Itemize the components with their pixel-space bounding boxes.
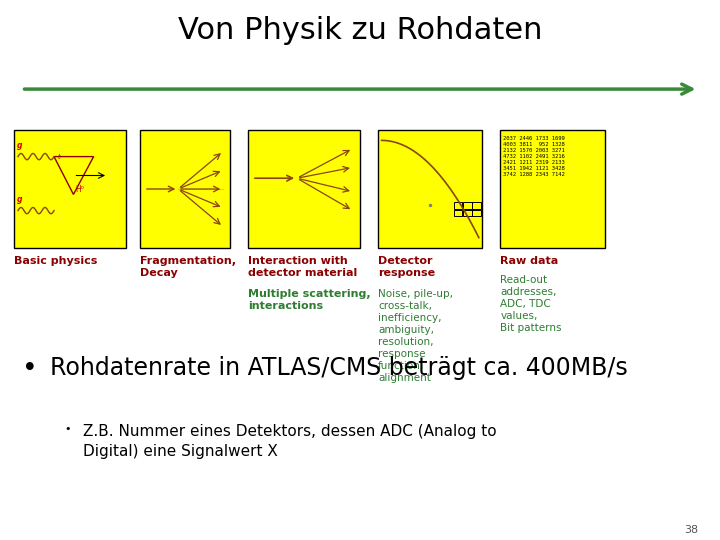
Text: Multiple scattering,
interactions: Multiple scattering, interactions (248, 289, 371, 311)
Bar (14, 130, 126, 248)
Bar (463, 202, 472, 209)
Text: Fragmentation,
Decay: Fragmentation, Decay (140, 256, 236, 279)
Text: Rohdatenrate in ATLAS/CMS beträgt ca. 400MB/s: Rohdatenrate in ATLAS/CMS beträgt ca. 40… (50, 356, 628, 380)
Bar (472, 202, 481, 209)
Text: Detector
response: Detector response (378, 256, 435, 279)
Bar (472, 210, 481, 216)
Text: Basic physics: Basic physics (14, 256, 98, 267)
Text: Von Physik zu Rohdaten: Von Physik zu Rohdaten (178, 16, 542, 45)
Bar (140, 130, 230, 248)
Text: g: g (17, 141, 23, 151)
Bar (248, 130, 360, 248)
Bar (454, 202, 462, 209)
Bar (463, 210, 472, 216)
Text: t: t (58, 154, 60, 160)
Bar (500, 130, 605, 248)
Text: Raw data: Raw data (500, 256, 559, 267)
Text: •: • (22, 356, 37, 382)
Text: Read-out
addresses,
ADC, TDC
values,
Bit patterns: Read-out addresses, ADC, TDC values, Bit… (500, 275, 562, 333)
FancyArrowPatch shape (24, 84, 692, 94)
Text: Noise, pile-up,
cross-talk,
inefficiency,
ambiguity,
resolution,
response
functi: Noise, pile-up, cross-talk, inefficiency… (378, 289, 453, 383)
Text: g: g (17, 195, 23, 205)
Bar (454, 210, 462, 216)
Text: Z.B. Nummer eines Detektors, dessen ADC (Analog to
Digital) eine Signalwert X: Z.B. Nummer eines Detektors, dessen ADC … (83, 424, 496, 458)
Text: H⁰: H⁰ (76, 185, 84, 194)
Text: Interaction with
detector material: Interaction with detector material (248, 256, 358, 279)
Text: •: • (65, 424, 71, 434)
Text: 38: 38 (684, 524, 698, 535)
Text: 2037 2446 1733 1699
4003 3811  952 1328
2132 1570 2003 3271
4732 1102 2491 3216
: 2037 2446 1733 1699 4003 3811 952 1328 2… (503, 136, 565, 177)
Bar (378, 130, 482, 248)
